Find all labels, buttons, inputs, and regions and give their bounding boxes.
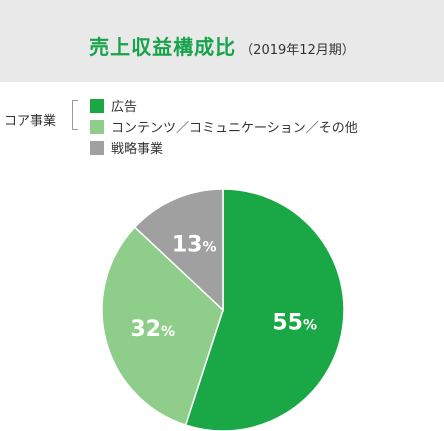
- header-band: 売上収益構成比 （2019年12月期）: [0, 0, 444, 82]
- legend-swatch-ad: [90, 98, 104, 113]
- pie-slice-ad: [184, 188, 345, 431]
- legend-swatch-content: [90, 119, 104, 134]
- pie-label-content: 32%: [130, 317, 175, 342]
- legend: 広告 コンテンツ／コミュニケーション／その他 戦略事業: [90, 95, 358, 158]
- legend-item-content: コンテンツ／コミュニケーション／その他: [90, 116, 358, 137]
- title-main: 売上収益構成比: [89, 35, 237, 59]
- pie-slice-strategic: [133, 188, 224, 312]
- legend-group-label: コア事業: [4, 114, 57, 129]
- legend-bracket: [72, 100, 78, 130]
- legend-item-strategic: 戦略事業: [90, 137, 358, 158]
- pie-slice-content: [101, 226, 224, 427]
- pie-label-strategic: 13%: [172, 232, 217, 257]
- legend-label-strategic: 戦略事業: [111, 142, 164, 157]
- legend-swatch-strategic: [90, 140, 104, 155]
- chart-title: 売上収益構成比 （2019年12月期）: [0, 31, 444, 60]
- legend-label-content: コンテンツ／コミュニケーション／その他: [111, 121, 358, 136]
- legend-label-ad: 広告: [111, 100, 138, 115]
- pie-label-ad: 55%: [272, 310, 317, 335]
- title-period: （2019年12月期）: [240, 43, 355, 58]
- legend-item-ad: 広告: [90, 95, 358, 116]
